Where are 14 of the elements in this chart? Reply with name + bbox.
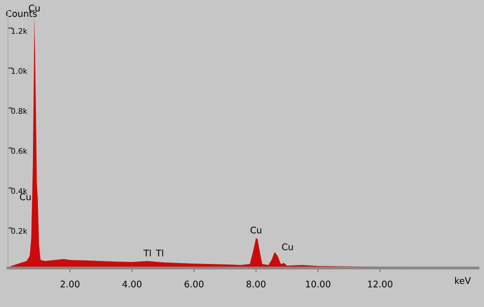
x-tick-label: 6.00 [184, 280, 204, 288]
x-tick-label: 12.00 [368, 280, 392, 288]
annotation: Cu [282, 243, 293, 250]
y-axis-title: Counts [6, 10, 37, 17]
x-tick-label: 8.00 [246, 280, 266, 288]
annotation: Tl [143, 249, 151, 256]
annotation: Cu [20, 193, 31, 200]
x-tick-label: 4.00 [122, 280, 142, 288]
annotation: Tl [156, 249, 164, 256]
x-tick-label: 10.00 [306, 280, 330, 288]
x-axis-title: keV [455, 277, 471, 284]
annotation: Cu [250, 226, 262, 234]
annotation: Cu [28, 4, 40, 12]
x-tick-label: 2.00 [60, 280, 80, 288]
